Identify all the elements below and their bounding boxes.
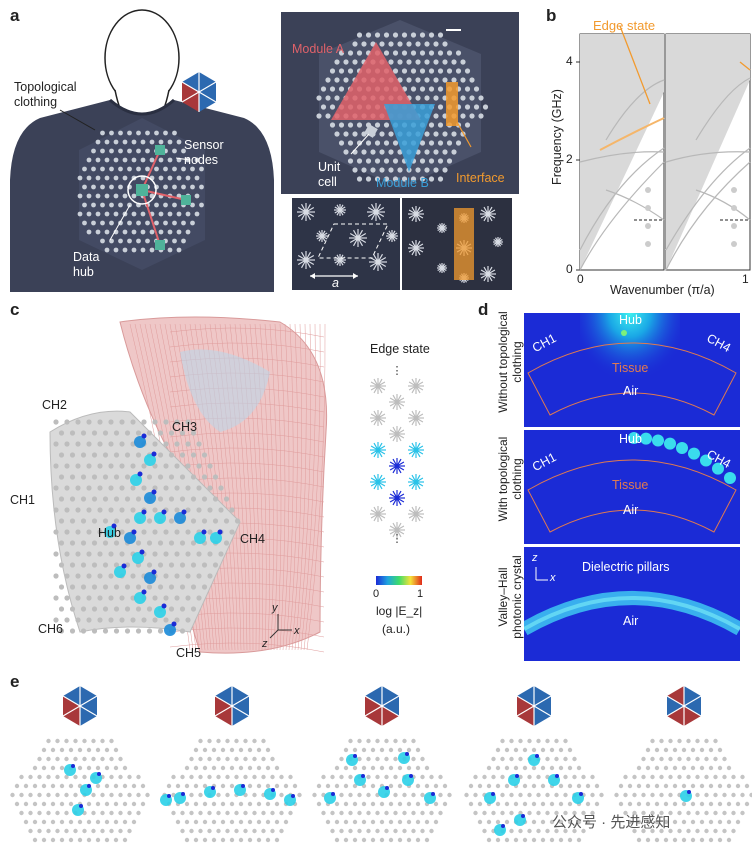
axis-z-c: z bbox=[262, 638, 268, 650]
shirt-figure bbox=[10, 9, 274, 292]
colorbar-min: 0 bbox=[373, 588, 380, 600]
d1-hub: Hub bbox=[619, 313, 642, 327]
lattice-constant-label: a bbox=[332, 276, 339, 290]
ch3-label: CH3 bbox=[172, 420, 198, 434]
modules-photo bbox=[281, 12, 519, 194]
d3-dielectric-pillars: Dielectric pillars bbox=[582, 560, 670, 574]
d1-tissue: Tissue bbox=[612, 361, 649, 375]
switching-sequence bbox=[10, 686, 752, 843]
edge-state-inset: ⋮ ⋮ bbox=[370, 365, 424, 545]
body-simulation bbox=[49, 316, 328, 654]
d2-air: Air bbox=[623, 503, 639, 517]
panel-label-b: b bbox=[546, 6, 557, 25]
ch2-label: CH2 bbox=[42, 398, 68, 412]
panel-label-d: d bbox=[478, 300, 489, 319]
band-diagram bbox=[576, 25, 751, 271]
axis-y-c: y bbox=[272, 602, 278, 614]
ch1-label: CH1 bbox=[10, 493, 36, 507]
topological-clothing-label: Topological clothing bbox=[14, 80, 77, 109]
d3-air: Air bbox=[623, 614, 639, 628]
d-row3-side: Valley–Hall photonic crystal bbox=[496, 555, 524, 639]
xtick-0: 0 bbox=[577, 272, 584, 286]
field-map-without bbox=[524, 313, 740, 427]
xtick-1: 1 bbox=[742, 272, 749, 286]
module-a-label: Module A bbox=[292, 42, 345, 56]
unit-cell-label: Unit cell bbox=[318, 160, 341, 189]
hexagon-icon bbox=[364, 686, 400, 726]
hexagon-icon bbox=[666, 686, 702, 726]
sensor-nodes-label: Sensor nodes bbox=[184, 138, 224, 167]
colorbar-unit: (a.u.) bbox=[382, 622, 411, 636]
ch5-label: CH5 bbox=[176, 646, 202, 660]
data-hub-label: Data hub bbox=[73, 250, 100, 279]
axis-x-c: x bbox=[294, 625, 300, 637]
panel-label-e: e bbox=[10, 672, 20, 691]
d2-hub: Hub bbox=[619, 432, 642, 446]
field-map-photonic bbox=[524, 547, 740, 661]
hub-c-label: Hub bbox=[98, 526, 121, 540]
d2-tissue: Tissue bbox=[612, 478, 649, 492]
hexagon-icon bbox=[516, 686, 552, 726]
svg-text:⋮: ⋮ bbox=[392, 365, 403, 377]
edge-state-c-label: Edge state bbox=[370, 342, 430, 356]
panel-label-a: a bbox=[10, 6, 20, 25]
panel-label-c: c bbox=[10, 300, 20, 319]
ytick-4: 4 bbox=[566, 54, 573, 68]
ch4-label: CH4 bbox=[240, 532, 266, 546]
field-map-with bbox=[524, 430, 740, 544]
colorbar-label: log |E_z| bbox=[376, 604, 423, 618]
interface-zoom-photo bbox=[402, 198, 512, 290]
watermark: 公众号 · 先进感知 bbox=[552, 814, 671, 831]
edge-state-b-label: Edge state bbox=[593, 18, 656, 33]
d3-axis-z: z bbox=[532, 552, 538, 564]
b-xlabel: Wavenumber (π/a) bbox=[610, 283, 715, 297]
module-b-label: Module B bbox=[376, 176, 429, 190]
b-ylabel: Frequency (GHz) bbox=[550, 89, 564, 185]
unit-cell-zoom-photo bbox=[292, 198, 400, 290]
hexagon-icon bbox=[62, 686, 98, 726]
d1-air: Air bbox=[623, 384, 639, 398]
svg-text:⋮: ⋮ bbox=[392, 533, 403, 545]
ytick-2: 2 bbox=[566, 152, 573, 166]
ch6-label: CH6 bbox=[38, 622, 64, 636]
d3-axis-x: x bbox=[550, 572, 556, 584]
d-row1-side: Without topological clothing bbox=[496, 311, 524, 413]
colorbar-max: 1 bbox=[417, 588, 424, 600]
hexagon-icon bbox=[181, 72, 217, 112]
hexagon-icon bbox=[214, 686, 250, 726]
d-row2-side: With topological clothing bbox=[496, 436, 524, 522]
interface-label: Interface bbox=[456, 171, 505, 185]
ytick-0: 0 bbox=[566, 262, 573, 276]
colorbar bbox=[376, 576, 422, 585]
